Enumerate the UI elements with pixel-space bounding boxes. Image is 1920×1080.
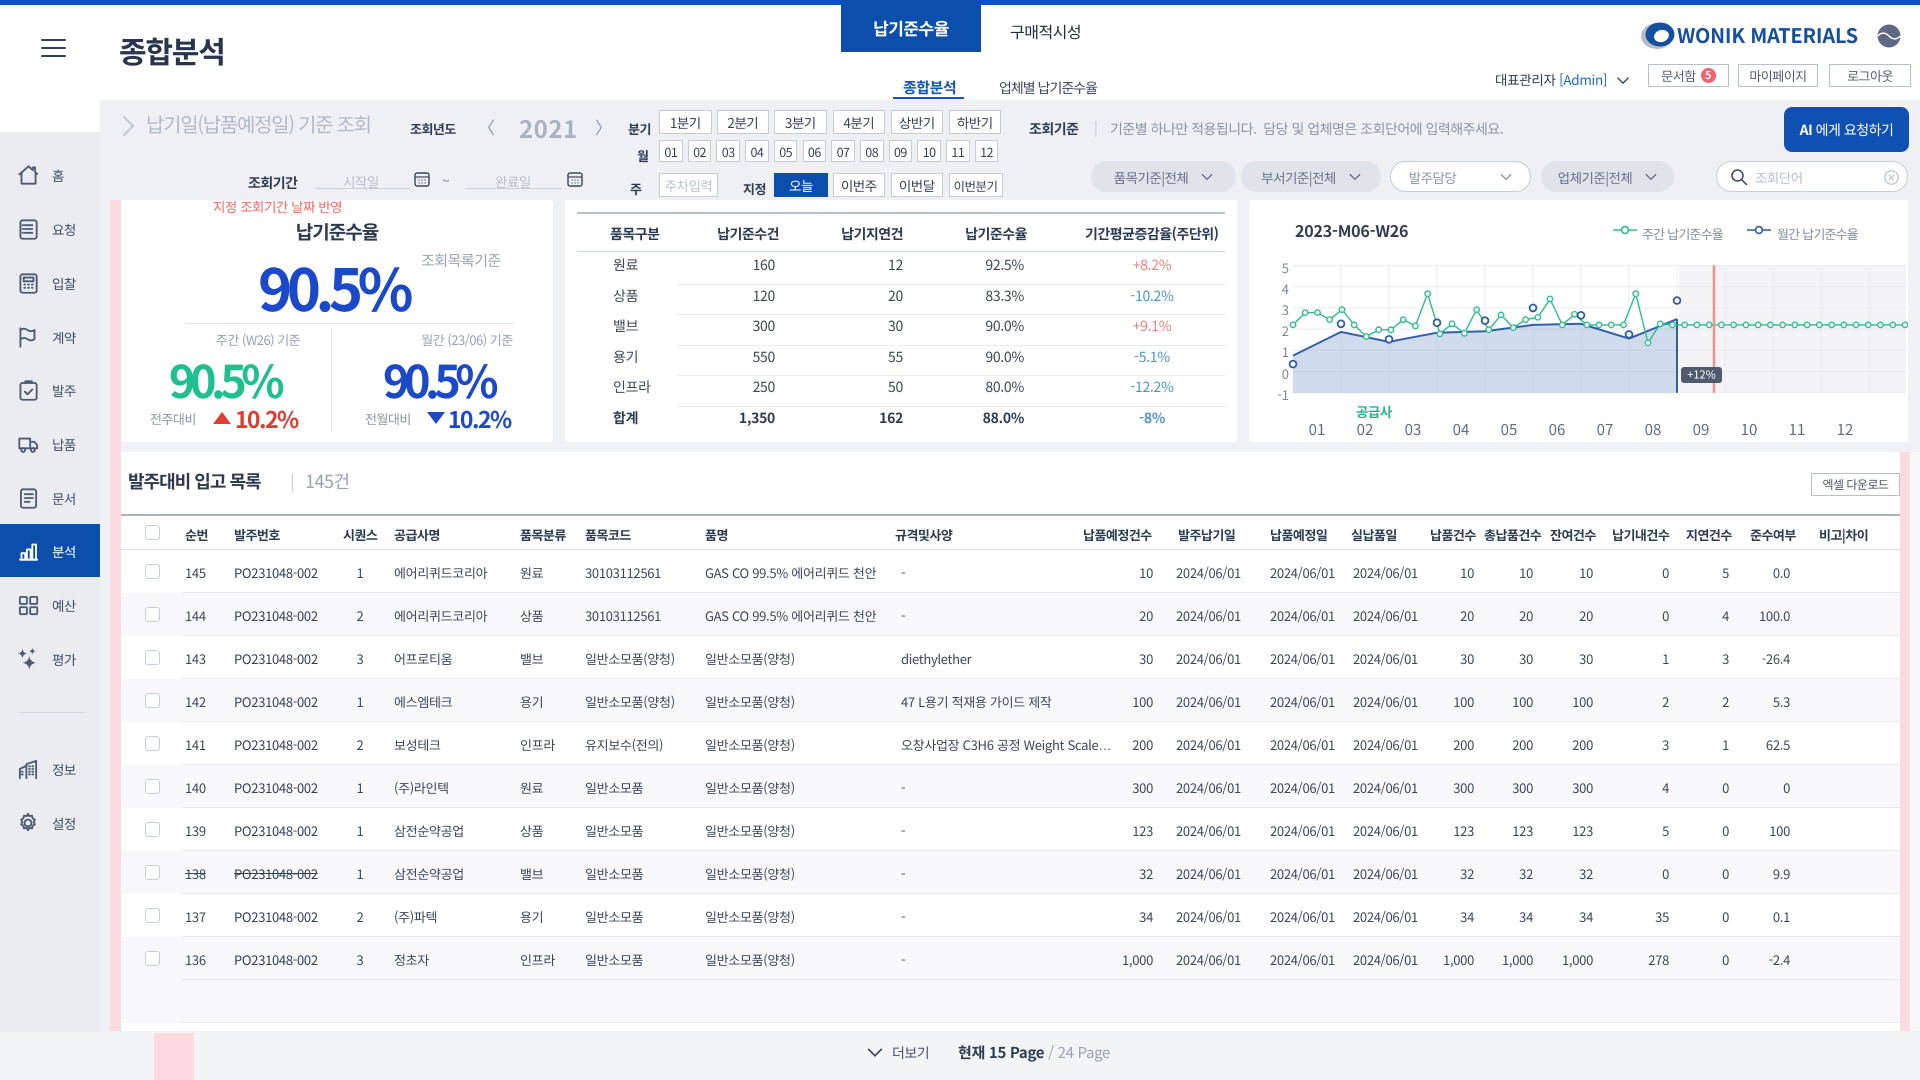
svg-text:+12%: +12% bbox=[1687, 367, 1715, 383]
svg-text:WONIK MATERIALS: WONIK MATERIALS bbox=[1677, 20, 1858, 49]
